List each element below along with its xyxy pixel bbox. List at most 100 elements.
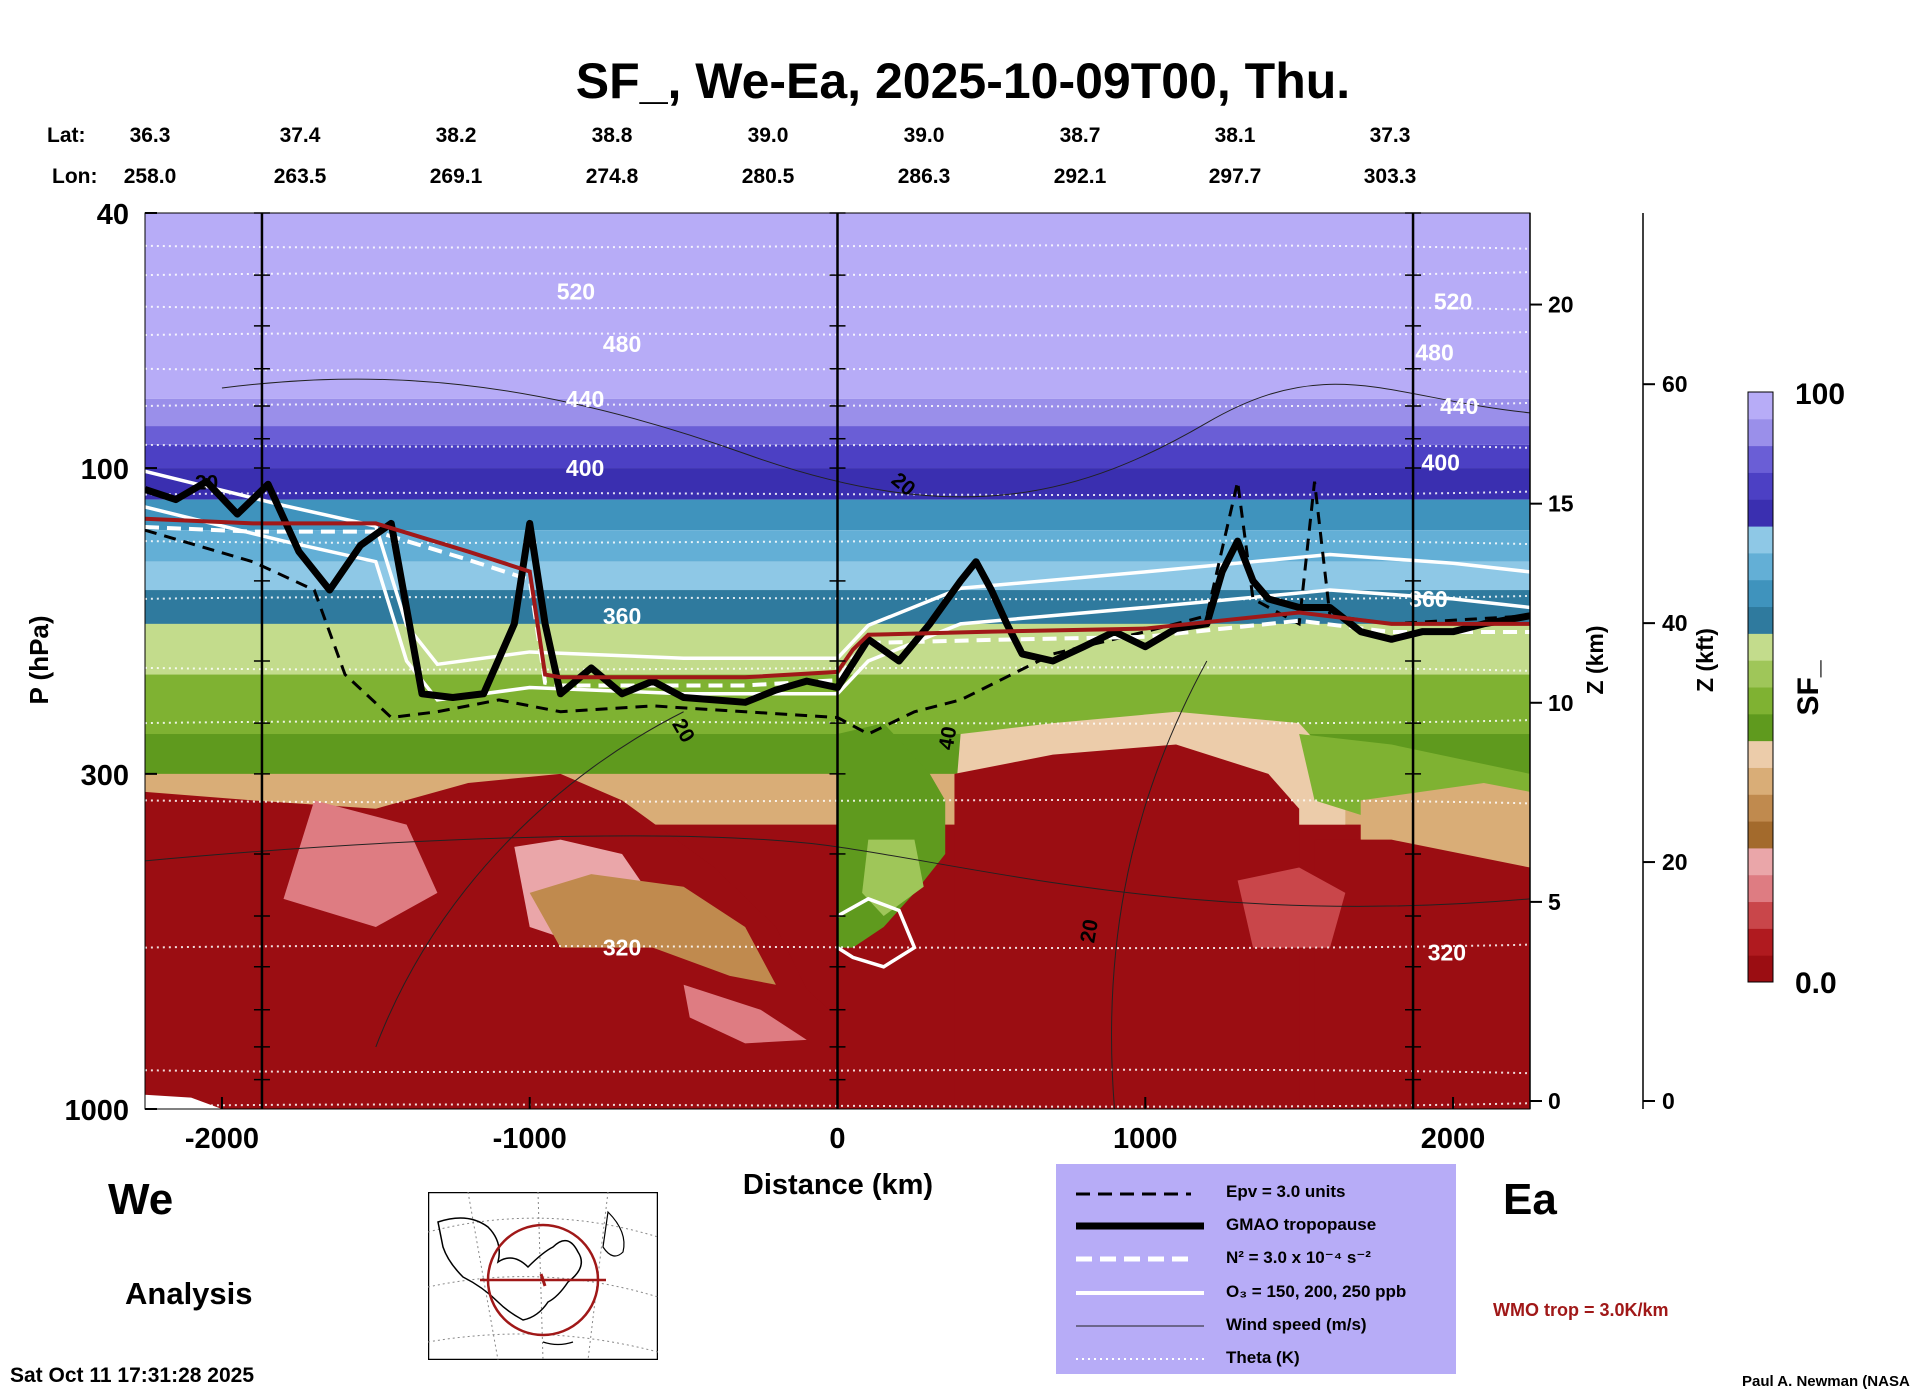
colorbar-swatch (1748, 821, 1773, 849)
x-tick-label: -2000 (185, 1123, 259, 1155)
y-axis-label: P (hPa) (24, 615, 54, 704)
z-km-tick-label: 20 (1548, 292, 1574, 318)
z-kft-tick-label: 20 (1662, 849, 1688, 875)
x-tick-label: -1000 (493, 1123, 567, 1155)
timestamp: Sat Oct 11 17:31:28 2025 (10, 1364, 255, 1387)
overlay-contours: 520 480 440 400 360 320 520 480 440 400 360 320 20 20… (145, 244, 1530, 1109)
y-tick-label: 40 (97, 199, 129, 231)
colorbar-swatch (1748, 526, 1773, 554)
lon-value: 303.3 (1363, 165, 1417, 188)
colorbar-swatch (1748, 472, 1773, 500)
epv-contour (145, 481, 1530, 736)
z-km-tick-label: 10 (1548, 690, 1574, 716)
colorbar-swatch (1748, 606, 1773, 634)
colorbar-swatch (1748, 445, 1773, 473)
lat-value: 37.3 (1369, 124, 1411, 147)
y-tick-label: 100 (81, 454, 129, 486)
theta-label: 480 (1415, 339, 1453, 365)
theta-label: 440 (566, 386, 604, 412)
z-km-tick-label: 15 (1548, 491, 1574, 517)
colorbar-min-label: 0.0 (1795, 967, 1837, 1000)
lon-value: 263.5 (273, 165, 327, 188)
colorbar-swatch (1748, 740, 1773, 768)
colorbar-swatch (1748, 552, 1773, 581)
legend-item-wind-speed: Wind speed (m/s) (1226, 1315, 1367, 1334)
legend-box: Epv = 3.0 units GMAO tropopause N² = 3.0… (1056, 1164, 1456, 1374)
legend-item-gmao-tropopause: GMAO tropopause (1226, 1215, 1377, 1234)
chart-title: SF_, We-Ea, 2025-10-09T00, Thu. (575, 53, 1351, 109)
inset-map (428, 1192, 658, 1360)
east-label: Ea (1503, 1175, 1557, 1224)
theta-label: 320 (1428, 940, 1466, 966)
colorbar-swatch (1748, 392, 1773, 420)
analysis-label: Analysis (125, 1276, 253, 1311)
colorbar-frame (1747, 391, 1774, 983)
colorbar-swatch (1748, 713, 1773, 742)
field-region (529, 874, 776, 985)
y-tick-label: 1000 (64, 1095, 129, 1127)
colorbar-swatch (1748, 767, 1773, 795)
field-region (283, 800, 438, 927)
field-region (1314, 839, 1530, 1109)
ozone-contour (836, 896, 917, 969)
theta-contour (145, 943, 1530, 950)
theta-contour (145, 401, 1530, 408)
lat-value: 38.7 (1059, 124, 1101, 147)
x-tick-label: 0 (829, 1123, 845, 1155)
theta-contour (145, 594, 1530, 601)
theta-label: 360 (603, 603, 641, 629)
legend-item-n2: N² = 3.0 x 10⁻⁴ s⁻² (1226, 1248, 1371, 1267)
lat-label: Lat: (47, 124, 86, 147)
lat-value: 37.4 (279, 124, 321, 147)
legend-item-o3: O₃ = 150, 200, 250 ppb (1226, 1282, 1407, 1301)
theta-contour (145, 1068, 1530, 1075)
z-kft-tick-label: 40 (1662, 610, 1688, 636)
theta-contour (145, 443, 1530, 449)
field-region (954, 744, 1300, 1109)
colorbar-swatch (1748, 955, 1773, 983)
x-axis-label: Distance (km) (743, 1169, 933, 1201)
wind-speed-contour (375, 711, 684, 1048)
theta-contour (145, 666, 1530, 672)
field-region (1237, 867, 1346, 948)
lon-value: 292.1 (1053, 165, 1107, 188)
theta-label: 400 (566, 455, 604, 481)
field-region (683, 984, 807, 1044)
lat-value: 39.0 (747, 124, 789, 147)
theta-contour (145, 719, 1530, 725)
lon-value: 258.0 (123, 165, 177, 188)
z-km-axis-label: Z (km) (1582, 626, 1608, 695)
theta-label: 360 (1409, 586, 1447, 612)
theta-contour (145, 539, 1530, 546)
ozone-contour (145, 469, 1530, 667)
colorbar-swatch (1748, 499, 1773, 527)
lon-value: 297.7 (1208, 165, 1262, 188)
theta-contour (145, 244, 1530, 250)
lat-value: 36.3 (129, 124, 171, 147)
legend-item-epv: Epv = 3.0 units (1226, 1182, 1346, 1201)
colorbar-swatch (1748, 847, 1773, 876)
wind-speed-label: 40 (935, 725, 962, 752)
wind-speed-label: 20 (1076, 918, 1103, 945)
lat-value: 39.0 (903, 124, 945, 147)
colorbar-swatch (1748, 687, 1773, 715)
colorbar-swatch (1748, 633, 1773, 661)
theta-contour (145, 330, 1530, 337)
z-km-tick-label: 5 (1548, 889, 1561, 915)
theta-contour (145, 271, 1530, 277)
theta-label: 520 (1434, 289, 1472, 315)
lon-value: 269.1 (429, 165, 483, 188)
theta-label: 480 (603, 331, 641, 357)
colorbar-swatch (1748, 579, 1773, 608)
colorbar-swatch (1748, 874, 1773, 903)
z-km-tick-label: 0 (1548, 1088, 1561, 1114)
colorbar-max-label: 100 (1795, 378, 1845, 411)
lat-value: 38.1 (1214, 124, 1256, 147)
credit: Paul A. Newman (NASA (1742, 1373, 1910, 1390)
colorbar-swatch (1748, 418, 1773, 447)
theta-contour (145, 798, 1530, 805)
west-label: We (108, 1175, 174, 1224)
theta-contour (145, 367, 1530, 373)
y-tick-label: 300 (81, 760, 129, 792)
